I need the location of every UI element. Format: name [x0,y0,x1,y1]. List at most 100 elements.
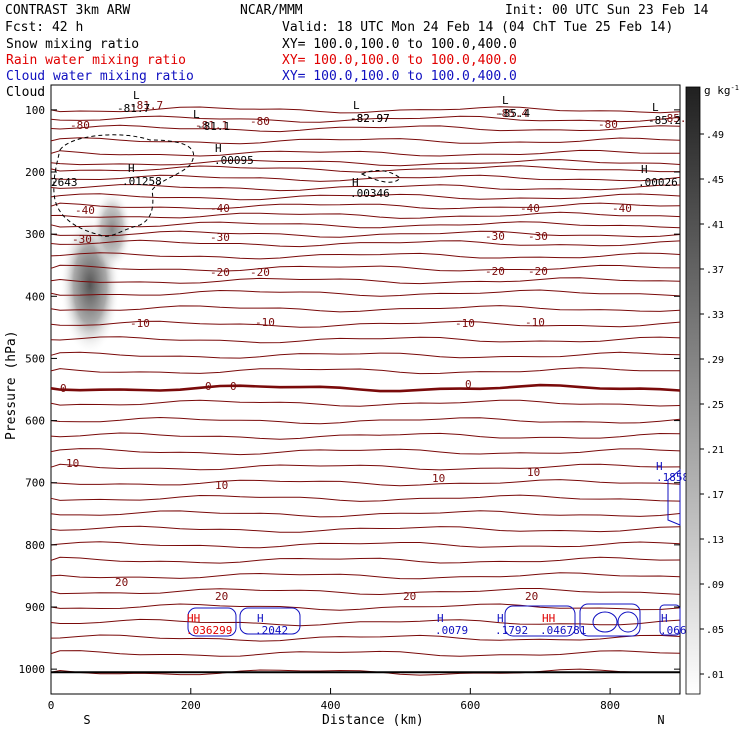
isotherm-label: -81.1 [195,119,228,132]
isotherm-label: -40 [612,202,632,215]
isotherm-line [50,149,681,157]
isotherm-label: 0 [230,380,237,393]
extremum-mark: H [641,163,648,176]
colorbar-unit: g kg-1 [704,84,739,97]
colorbar-tick-label: .41 [706,220,724,231]
colorbar-tick-label: .09 [706,580,724,591]
init-time: Init: 00 UTC Sun 23 Feb 14 [505,3,709,18]
isotherm-line [50,174,681,182]
colorbar [685,86,701,695]
x-tick-label: 800 [600,699,620,712]
y-tick-label: 500 [25,352,45,365]
cloud-water-label: .046781 [540,624,586,637]
isotherm-label: -10 [525,316,545,329]
legend-xy: XY= 100.0,100.0 to 100.0,400.0 [282,37,517,52]
extremum-mark: L [502,94,509,107]
isotherm-line [50,668,681,676]
legend-entry: Snow mixing ratio [6,37,139,52]
isotherm-label: 20 [215,590,228,603]
extremum-value: .00346 [350,187,390,200]
extremum-value: .00026 [638,176,678,189]
isotherm-line [50,137,681,145]
isotherm-label: 20 [115,576,128,589]
isotherm-line [50,202,681,210]
isotherm-label: -30 [72,233,92,246]
cloud-water-label: .1792 [495,624,528,637]
isotherm-label: -40 [520,202,540,215]
isotherm-line [50,618,681,627]
legend-xy: XY= 100.0,100.0 to 100.0,400.0 [282,53,517,68]
cloud-water-label: .0079 [435,624,468,637]
legend-xy: XY= 100.0,100.0 to 100.0,400.0 [282,69,517,84]
colorbar-tick-label: .33 [706,310,724,321]
cloud-water-label: .066 [660,624,687,637]
y-tick-label: 800 [25,539,45,552]
isotherm-line [50,239,681,248]
x-tick-label: 600 [460,699,480,712]
isotherm-line [50,184,681,192]
x-tick-label: 400 [321,699,341,712]
colorbar-tick-label: .21 [706,445,724,456]
isotherm-label: 0 [205,380,212,393]
isotherm-label: -40 [75,204,95,217]
isotherm-label: -30 [485,230,505,243]
isotherm-label: 20 [403,590,416,603]
extremum-value: -85.2 [648,114,681,127]
isotherm-label: -40 [210,202,230,215]
x-tick-label: 200 [181,699,201,712]
isotherm-line [50,252,681,260]
isotherm-label: -80 [250,115,270,128]
extremum-mark: L [193,108,200,121]
isotherm-line [50,634,681,642]
cloud-water-label: H [257,612,264,625]
isotherm-label: 20 [525,590,538,603]
colorbar-tick-label: .29 [706,355,724,366]
isotherm-label: 0 [465,378,472,391]
y-tick-label: 700 [25,477,45,490]
isotherm-label: -10 [130,317,150,330]
y-tick-label: 400 [25,290,45,303]
isotherm-line [50,588,681,596]
cloud-water-label: .2042 [255,624,288,637]
edge-value-label: 2643 [51,176,78,189]
isotherm-line [50,494,681,502]
center-title: NCAR/MMM [240,3,303,18]
isotherm-line [50,448,681,456]
extremum-value: -81.7 [117,102,150,115]
y-tick-label: 300 [25,228,45,241]
isotherm-line [50,525,681,533]
legend-entry: Cloud water mixing ratio [6,69,194,84]
forecast-hour: Fcst: 42 h [5,20,83,35]
isotherm-label: 10 [215,479,228,492]
isotherm-label: -10 [455,317,475,330]
south-label: S [83,713,90,727]
extremum-mark: H [656,460,663,473]
isotherm-line [50,336,681,344]
colorbar-tick-label: .01 [706,670,724,681]
isotherm-line [50,383,681,393]
cloud-water-label: .036299 [186,624,232,637]
north-label: N [657,713,664,727]
isotherm-line [50,221,681,229]
y-tick-label: 600 [25,415,45,428]
colorbar-tick-label: .05 [706,625,724,636]
snow-shading [60,190,132,355]
isotherm-line [50,603,681,611]
isotherm-line [50,650,681,657]
cloud-water-label: H [437,612,444,625]
cloud-ice-contours [53,134,401,237]
isotherm-line [50,264,681,272]
extremum-mark: H [128,162,135,175]
extremum-mark: H [352,176,359,189]
y-tick-label: 200 [25,166,45,179]
isotherm-label: -85.4 [495,107,528,120]
isotherm-line [50,159,681,167]
isotherm-line [50,289,681,297]
cloud-water-contours [187,468,681,637]
colorbar-tick-label: .13 [706,535,724,546]
cloud-water-label: HH [542,612,555,625]
isotherm-label: -80 [70,119,90,132]
isotherm-line [50,399,681,407]
